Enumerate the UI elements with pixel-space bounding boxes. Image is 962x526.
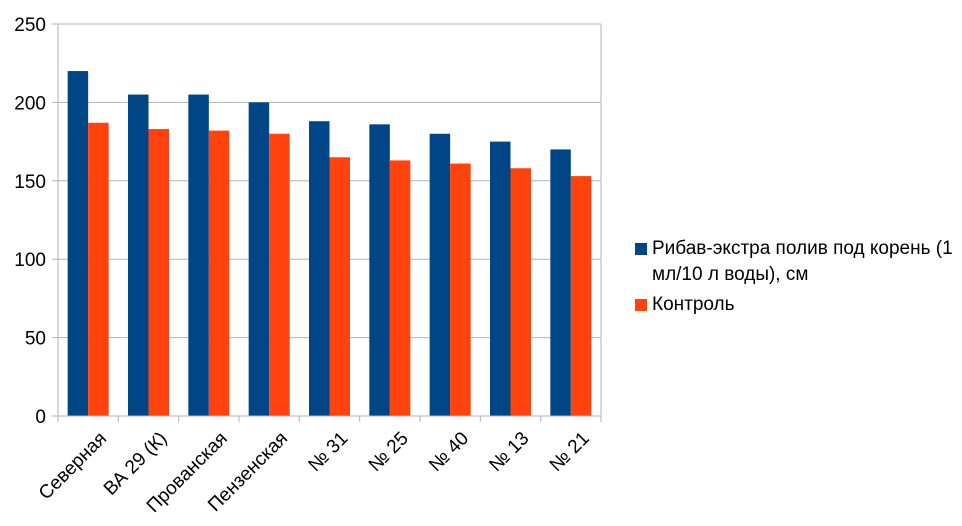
bar-series-2 — [88, 122, 109, 416]
bar-series-2 — [450, 163, 471, 416]
y-tick-label: 0 — [35, 407, 46, 428]
y-tick-label: 50 — [25, 329, 46, 350]
legend-swatch-series-2 — [635, 299, 647, 311]
x-tick-label: № 13 — [486, 428, 534, 476]
legend-swatch-series-1 — [635, 243, 647, 255]
x-tick-label: № 25 — [365, 428, 413, 476]
bar-series-2 — [148, 129, 169, 416]
x-tick-label: № 40 — [425, 428, 473, 476]
x-tick-label: № 21 — [546, 428, 594, 476]
legend-item-series-1: Рибав-экстра полив под корень (1 мл/10 л… — [635, 236, 960, 288]
bar-series-1 — [309, 121, 330, 416]
bar-series-2 — [269, 133, 290, 416]
legend-label-series-1: Рибав-экстра полив под корень (1 мл/10 л… — [652, 238, 953, 285]
bar-series-1 — [67, 71, 89, 416]
y-tick-label: 150 — [14, 172, 46, 193]
bar-series-1 — [429, 133, 451, 416]
bar-series-1 — [490, 141, 511, 416]
legend-label-series-2: Контроль — [652, 294, 735, 315]
bar-series-2 — [329, 157, 350, 416]
bar-series-1 — [188, 94, 209, 416]
legend-item-series-2: Контроль — [635, 292, 960, 318]
bar-series-1 — [128, 94, 149, 416]
x-tick-label: Северная — [35, 428, 111, 504]
x-tick-label: № 31 — [305, 428, 353, 476]
chart-legend: Рибав-экстра полив под корень (1 мл/10 л… — [635, 236, 960, 322]
bar-series-1 — [248, 102, 270, 417]
bar-series-2 — [510, 168, 531, 416]
bar-series-2 — [208, 130, 230, 416]
y-tick-label: 100 — [14, 250, 46, 271]
bar-series-1 — [369, 124, 390, 417]
y-tick-label: 250 — [14, 15, 46, 36]
bar-series-1 — [550, 149, 571, 416]
y-tick-label: 200 — [14, 93, 46, 114]
bar-series-2 — [570, 176, 592, 416]
bar-series-2 — [389, 160, 411, 416]
